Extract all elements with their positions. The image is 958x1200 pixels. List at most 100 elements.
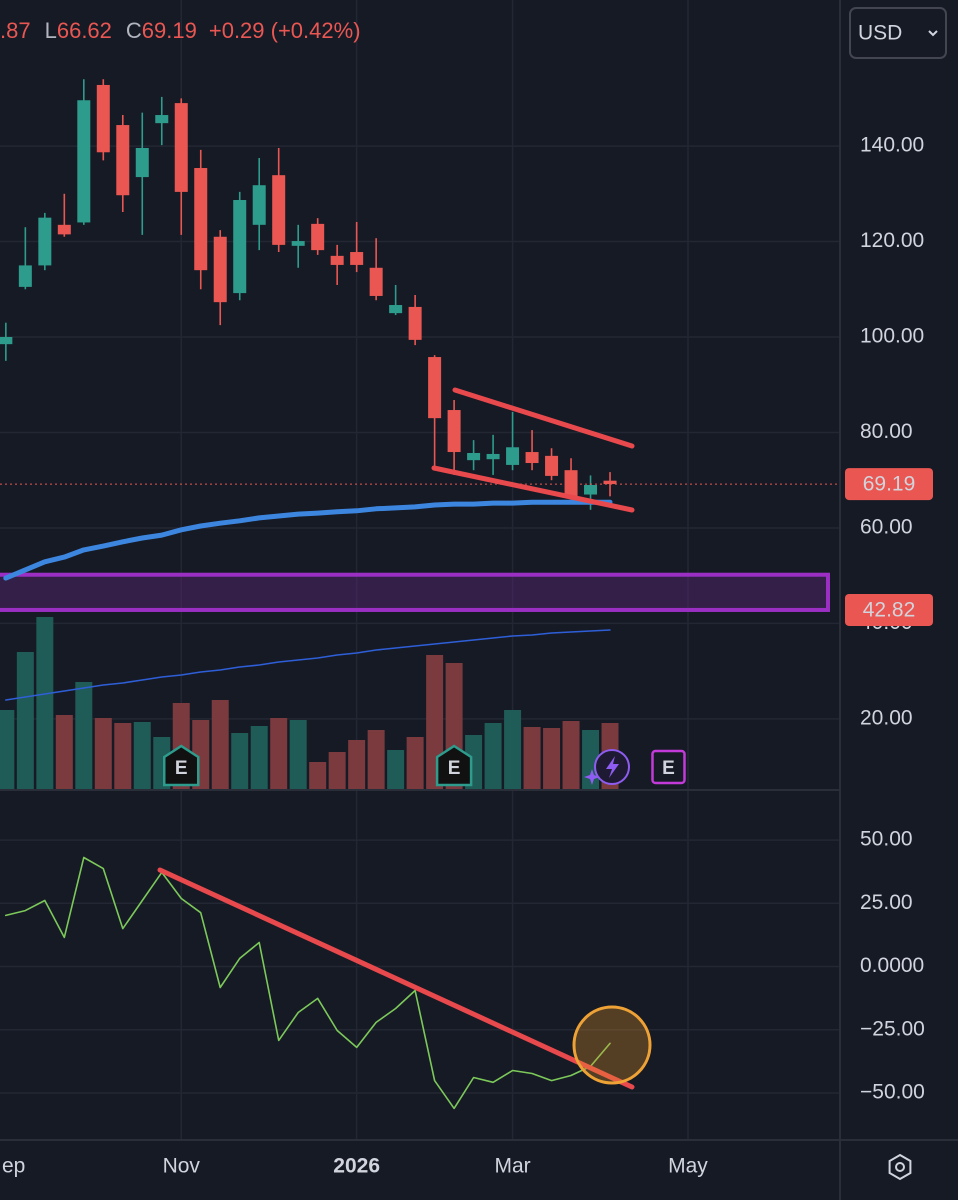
- trendline: [157, 867, 635, 1090]
- candle-body: [18, 265, 32, 287]
- volume-bar: [36, 617, 54, 790]
- volume-bar: [16, 652, 34, 790]
- header-key: L: [45, 18, 57, 43]
- y-tick-label: 20.00: [860, 706, 913, 729]
- volume-bar: [270, 718, 288, 790]
- price-label-bg: [845, 468, 933, 501]
- candle-body: [603, 480, 617, 485]
- volume-bar: [562, 721, 580, 790]
- volume-bar: [484, 723, 502, 790]
- y-tick-label: 60.00: [860, 515, 913, 538]
- candle-body: [252, 185, 266, 225]
- price-label: 69.19: [863, 473, 916, 496]
- candle-body: [213, 236, 227, 303]
- volume-bar: [133, 722, 151, 790]
- candle-body: [174, 103, 188, 192]
- earnings-marker: [163, 744, 200, 787]
- candle-body: [428, 357, 442, 419]
- candle-body: [545, 455, 559, 476]
- volume-bar: [231, 733, 249, 790]
- trendline: [431, 465, 635, 513]
- candle-body: [155, 115, 169, 124]
- y-tick-label: 100.00: [860, 325, 924, 348]
- candle-body: [116, 125, 130, 196]
- volume-bar: [543, 728, 561, 790]
- candle-body: [506, 447, 520, 465]
- candle-body: [233, 200, 247, 294]
- volume-bar: [211, 700, 229, 790]
- earnings-label: E: [175, 758, 188, 779]
- volume-bar: [504, 710, 522, 790]
- candle-body: [38, 217, 52, 266]
- candle-body: [447, 410, 461, 453]
- candle-body: [194, 168, 208, 271]
- header-value: 69.19: [142, 18, 197, 43]
- header-value: +0.29 (+0.42%): [209, 18, 361, 43]
- volume-bar: [250, 726, 268, 790]
- currency-button[interactable]: [849, 7, 947, 59]
- volume-bar: [523, 727, 541, 790]
- y-tick-label: −25.00: [860, 1017, 925, 1040]
- candle-body: [272, 175, 286, 245]
- volume-bar: [406, 737, 424, 790]
- volume-bar: [582, 730, 600, 790]
- earnings-marker: [651, 749, 686, 785]
- ohlc-header: .87 L66.62 C69.19 +0.29 (+0.42%): [0, 18, 361, 43]
- zone-label-bg: [845, 593, 933, 626]
- candle-body: [389, 305, 403, 314]
- earnings-label: E: [448, 758, 461, 779]
- volume-bar: [55, 715, 73, 790]
- chevron: [928, 30, 938, 37]
- zone-label: 42.82: [863, 598, 916, 621]
- zone-box: [0, 572, 830, 612]
- oscillator-line: [5, 856, 611, 1110]
- y-tick-label: 0.0000: [860, 954, 924, 977]
- y-tick-label: −50.00: [860, 1081, 925, 1104]
- x-tick-label: ep: [2, 1155, 25, 1178]
- header-value: 66.62: [57, 18, 112, 43]
- earnings-marker: [435, 744, 473, 787]
- volume-bar: [289, 720, 307, 790]
- candle-body: [525, 452, 539, 464]
- x-tick-label: Mar: [494, 1155, 530, 1178]
- candle-body: [486, 453, 500, 460]
- candle-body: [135, 147, 149, 178]
- candle-body: [408, 306, 422, 340]
- volume-bar: [328, 752, 346, 790]
- currency-label[interactable]: USD: [858, 22, 902, 45]
- candle-body: [584, 484, 598, 495]
- y-tick-label: 80.00: [860, 420, 913, 443]
- candle-body: [96, 84, 110, 153]
- y-tick-label: 140.00: [860, 134, 924, 157]
- y-tick-label: 120.00: [860, 229, 924, 252]
- volume-bar: [367, 730, 385, 790]
- header-key: C: [126, 18, 142, 43]
- candle-body: [77, 100, 91, 223]
- x-tick-label: 2026: [333, 1155, 380, 1178]
- candle-body: [369, 267, 383, 296]
- volume-bar: [348, 740, 366, 790]
- volume-bar: [309, 762, 327, 790]
- settings-icon[interactable]: [888, 1153, 912, 1181]
- volume-bar: [387, 750, 405, 790]
- volume-bar: [75, 682, 93, 790]
- candle-body: [291, 241, 305, 246]
- header-value: .87: [0, 18, 31, 43]
- y-tick-label: 25.00: [860, 891, 913, 914]
- lightning-icon: [584, 749, 630, 785]
- candle-body: [350, 252, 364, 265]
- candle-body: [311, 223, 325, 251]
- ma-line: [3, 499, 613, 581]
- candle-body: [330, 255, 344, 265]
- candle-body: [57, 224, 71, 235]
- y-tick-label: 50.00: [860, 828, 913, 851]
- candle-body: [467, 452, 481, 461]
- candle-body: [0, 337, 13, 345]
- volume-bar: [0, 710, 15, 790]
- trendline: [452, 387, 635, 449]
- volume-ma-line: [5, 629, 611, 701]
- x-tick-label: May: [668, 1155, 708, 1178]
- highlight-circle: [572, 1005, 652, 1085]
